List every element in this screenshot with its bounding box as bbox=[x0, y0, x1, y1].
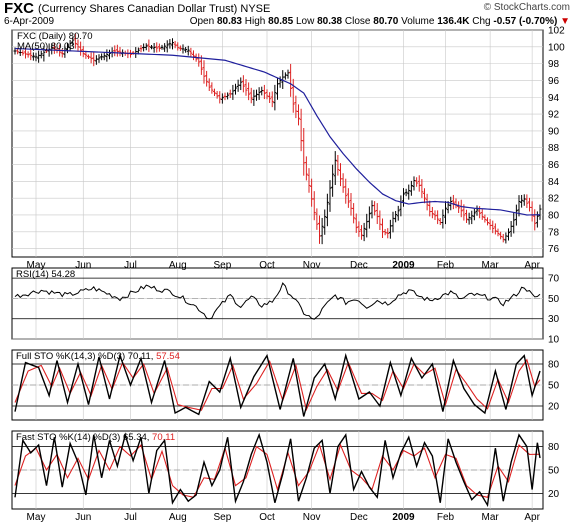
x-tick-label-bottom: Oct bbox=[259, 512, 275, 523]
x-tick-label-bottom: May bbox=[27, 512, 46, 523]
volume-value: 136.4K bbox=[437, 16, 470, 27]
x-tick-label: Jul bbox=[124, 260, 137, 271]
close-value: 80.70 bbox=[373, 16, 399, 27]
sto-k-line bbox=[14, 352, 541, 417]
x-tick-label-bottom: Sep bbox=[213, 512, 231, 523]
x-tick-label: Jun bbox=[75, 260, 91, 271]
sto-legend-main: Full STO %K(14,3) %D(3) 70.11, bbox=[16, 351, 156, 362]
rsi-line bbox=[14, 282, 541, 320]
ma50-line bbox=[14, 47, 541, 216]
sto-d-line bbox=[14, 443, 541, 498]
sto-legend-red-value: 70.11 bbox=[152, 432, 175, 443]
sto-d-line bbox=[14, 358, 541, 412]
y-tick-label: 84 bbox=[548, 177, 560, 188]
panel-frame-0 bbox=[11, 29, 544, 258]
x-tick-label: Aug bbox=[169, 260, 187, 271]
sto-k-line bbox=[14, 432, 541, 508]
x-tick-label-bottom: Apr bbox=[524, 512, 540, 523]
high-label: High bbox=[244, 16, 266, 27]
y-tick-label: 92 bbox=[548, 110, 560, 121]
ticker-symbol: FXC bbox=[4, 0, 34, 17]
rsi-legend: RSI(14) 54.28 bbox=[16, 269, 75, 280]
panel-frame-1 bbox=[11, 267, 544, 340]
volume-label: Volume bbox=[401, 16, 435, 27]
security-fullname: (Currency Shares Canadian Dollar Trust) bbox=[38, 3, 238, 15]
x-tick-label: Dec bbox=[350, 260, 368, 271]
low-value: 80.38 bbox=[317, 16, 343, 27]
y-tick-label: 20 bbox=[548, 489, 560, 500]
security-name: (Currency Shares Canadian Dollar Trust) … bbox=[38, 3, 270, 15]
y-tick-label: 10 bbox=[548, 335, 560, 346]
y-tick-label: 80 bbox=[548, 360, 560, 371]
sto-legend-main: Fast STO %K(14) %D(3) 65.34, bbox=[16, 432, 152, 443]
price-legend-fxc: FXC (Daily) 80.70 bbox=[17, 31, 93, 42]
y-tick-label: 20 bbox=[548, 402, 560, 413]
x-tick-label-bottom: 2009 bbox=[392, 512, 415, 523]
x-tick-label-bottom: Aug bbox=[169, 512, 187, 523]
x-tick-label-bottom: Dec bbox=[350, 512, 368, 523]
y-tick-label: 70 bbox=[548, 274, 560, 285]
y-tick-label: 76 bbox=[548, 244, 560, 255]
x-tick-label: Feb bbox=[437, 260, 455, 271]
open-value: 80.83 bbox=[216, 16, 242, 27]
stockcharts-logo: © StockCharts.com bbox=[483, 2, 570, 13]
quote-summary: Open 80.83 High 80.85 Low 80.38 Close 80… bbox=[190, 16, 570, 27]
x-tick-label-bottom: Jun bbox=[75, 512, 91, 523]
price-legend-ma50: MA(50) 80.03 bbox=[17, 41, 75, 52]
x-tick-label: Nov bbox=[303, 260, 321, 271]
x-tick-label-bottom: Feb bbox=[437, 512, 455, 523]
y-tick-label: 88 bbox=[548, 143, 560, 154]
change-label: Chg bbox=[472, 16, 491, 27]
y-tick-label: 96 bbox=[548, 76, 560, 87]
high-value: 80.85 bbox=[268, 16, 294, 27]
sto-legend: Full STO %K(14,3) %D(3) 70.11, 57.54 bbox=[16, 351, 180, 362]
x-tick-label-bottom: Mar bbox=[482, 512, 500, 523]
y-tick-label: 102 bbox=[548, 26, 565, 37]
x-tick-label: Apr bbox=[524, 260, 540, 271]
y-tick-label: 80 bbox=[548, 442, 560, 453]
y-tick-label: 98 bbox=[548, 59, 560, 70]
x-tick-label: Sep bbox=[213, 260, 231, 271]
y-tick-label: 86 bbox=[548, 160, 560, 171]
y-tick-label: 82 bbox=[548, 194, 560, 205]
x-tick-label: 2009 bbox=[392, 260, 415, 271]
y-tick-label: 50 bbox=[548, 381, 560, 392]
exchange-label: NYSE bbox=[240, 3, 271, 15]
x-tick-label: Oct bbox=[259, 260, 275, 271]
sto-legend-red-value: 57.54 bbox=[156, 351, 180, 362]
x-tick-label-bottom: Nov bbox=[303, 512, 321, 523]
x-tick-label: Mar bbox=[482, 260, 500, 271]
x-tick-label: May bbox=[27, 260, 46, 271]
change-value: -0.57 (-0.70%) bbox=[493, 16, 558, 27]
close-label: Close bbox=[344, 16, 371, 27]
chart-date: 6-Apr-2009 bbox=[4, 16, 55, 27]
low-label: Low bbox=[295, 16, 315, 27]
y-tick-label: 90 bbox=[548, 126, 560, 137]
y-tick-label: 100 bbox=[548, 42, 565, 53]
y-tick-label: 50 bbox=[548, 294, 560, 305]
y-tick-label: 78 bbox=[548, 227, 560, 238]
y-tick-label: 50 bbox=[548, 466, 560, 477]
open-label: Open bbox=[189, 16, 215, 27]
x-tick-label-bottom: Jul bbox=[124, 512, 137, 523]
y-tick-label: 30 bbox=[548, 314, 560, 325]
sto-legend: Fast STO %K(14) %D(3) 65.34, 70.11 bbox=[16, 432, 175, 443]
y-tick-label: 80 bbox=[548, 210, 560, 221]
y-tick-label: 94 bbox=[548, 93, 560, 104]
down-arrow-icon: ▼ bbox=[560, 16, 570, 27]
